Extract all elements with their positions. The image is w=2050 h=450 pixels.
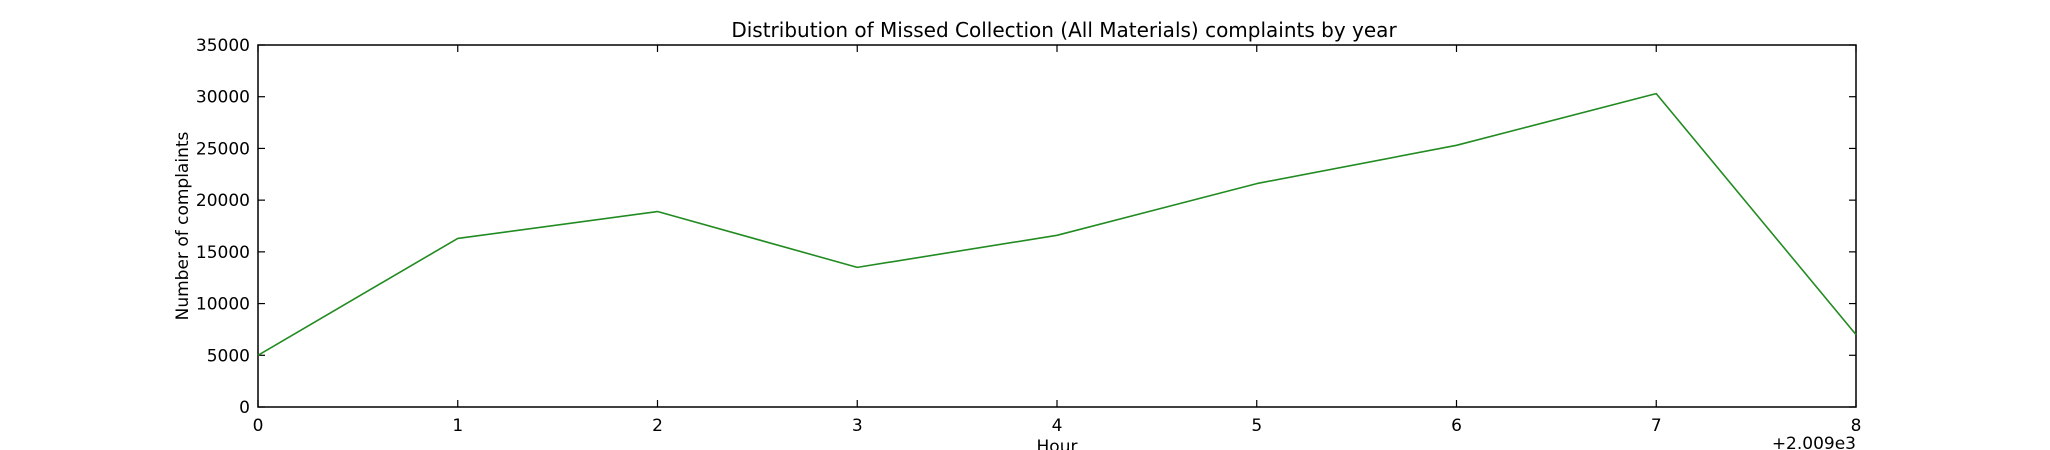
chart-title: Distribution of Missed Collection (All M… bbox=[731, 18, 1397, 42]
plot-frame bbox=[257, 44, 1857, 408]
x-tick-label: 1 bbox=[452, 416, 463, 436]
series-layer bbox=[257, 92, 1857, 356]
x-tick-label: 6 bbox=[1451, 416, 1462, 436]
y-axis: 0 5000 10000 15000 20000 25000 30000 35000 bbox=[196, 36, 1856, 418]
y-tick-label: 5000 bbox=[207, 346, 250, 366]
x-tick-label: 2 bbox=[652, 416, 663, 436]
y-tick-label: 25000 bbox=[196, 139, 250, 159]
y-tick-label: 30000 bbox=[196, 88, 250, 108]
x-tick-label: 3 bbox=[852, 416, 863, 436]
series-line bbox=[257, 92, 1857, 356]
y-axis-label: Number of complaints bbox=[173, 131, 193, 320]
x-axis-offset-label: +2.009e3 bbox=[1772, 434, 1856, 450]
y-tick-label: 10000 bbox=[196, 295, 250, 315]
x-tick-label: 0 bbox=[253, 416, 264, 436]
x-tick-label: 8 bbox=[1851, 416, 1862, 436]
y-tick-label: 15000 bbox=[196, 243, 250, 263]
x-tick-label: 4 bbox=[1052, 416, 1063, 436]
x-tick-label: 7 bbox=[1651, 416, 1662, 436]
y-tick-label: 20000 bbox=[196, 191, 250, 211]
y-tick-label: 0 bbox=[239, 398, 250, 418]
x-tick-label: 5 bbox=[1251, 416, 1262, 436]
y-tick-label: 35000 bbox=[196, 36, 250, 56]
x-axis-label: Hour bbox=[1037, 437, 1078, 450]
x-axis: 0 1 2 3 4 5 6 7 8 bbox=[253, 45, 1862, 436]
